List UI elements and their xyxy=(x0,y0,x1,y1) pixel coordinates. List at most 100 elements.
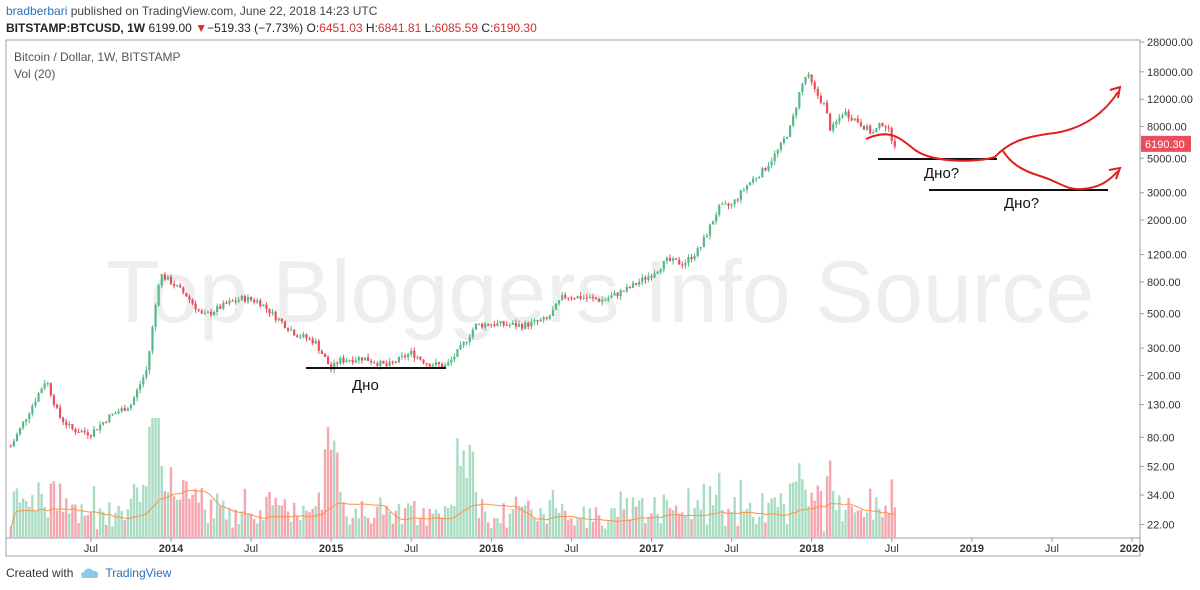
candle xyxy=(68,420,71,429)
high-label: H: xyxy=(365,21,378,35)
x-tick-label: 2020 xyxy=(1120,543,1144,555)
candle-body xyxy=(835,121,838,125)
candle-body xyxy=(484,324,487,328)
candle-body xyxy=(745,185,749,190)
candle xyxy=(693,253,696,262)
volume-bar xyxy=(219,506,222,538)
candle xyxy=(813,80,816,93)
candle-body xyxy=(176,285,179,287)
candle-body xyxy=(379,360,382,366)
candle-body xyxy=(299,337,302,339)
candle xyxy=(853,117,856,122)
candle xyxy=(422,359,425,365)
volume-bar xyxy=(773,497,776,538)
candle xyxy=(434,358,437,367)
volume-bar xyxy=(256,523,259,538)
volume-bar xyxy=(231,527,234,538)
candle xyxy=(521,322,524,332)
candle-body xyxy=(502,321,505,325)
candle-body xyxy=(363,357,367,361)
candle-body xyxy=(320,350,324,354)
candle xyxy=(311,336,314,346)
volume-bar xyxy=(644,523,647,538)
volume-bar xyxy=(533,517,536,538)
candle xyxy=(154,303,157,331)
candle-body xyxy=(693,256,696,260)
volume-bar xyxy=(736,525,739,538)
volume-bar xyxy=(557,512,561,538)
candle-body xyxy=(286,328,290,331)
volume-bar xyxy=(425,525,428,538)
volume-bar xyxy=(225,519,228,538)
candle xyxy=(477,323,481,325)
volume-bar xyxy=(733,496,736,538)
volume-ma-line xyxy=(10,489,895,530)
volume-bar xyxy=(798,463,801,538)
volume-bar xyxy=(376,506,379,538)
candle xyxy=(825,99,829,114)
candle-body xyxy=(34,401,37,406)
x-tick-label: Jul xyxy=(564,543,578,555)
candle-body xyxy=(567,297,570,299)
candle xyxy=(594,296,598,300)
candle xyxy=(105,420,108,424)
volume-bar xyxy=(25,501,28,538)
candle xyxy=(89,434,92,440)
volume-bar xyxy=(761,493,764,538)
volume-bar xyxy=(560,503,564,538)
tradingview-link[interactable]: TradingView xyxy=(79,566,171,580)
candle xyxy=(308,336,311,341)
candle xyxy=(542,315,545,324)
annotation-layer: Дно Дно? Дно? xyxy=(306,85,1122,394)
candle-body xyxy=(604,299,607,301)
volume-bar xyxy=(95,529,99,538)
author-link[interactable]: bradberbari xyxy=(6,4,68,18)
candle xyxy=(271,308,274,316)
candle xyxy=(468,333,471,346)
low-label: L: xyxy=(424,21,435,35)
candle-body xyxy=(631,283,635,288)
y-tick-label: 28000.00 xyxy=(1147,37,1193,49)
y-tick-label: 12000.00 xyxy=(1147,94,1193,106)
volume-bar xyxy=(126,509,130,538)
candle xyxy=(616,291,619,299)
candle-body xyxy=(653,273,656,278)
candle xyxy=(450,356,453,367)
volume-bar xyxy=(21,498,25,538)
candle-body xyxy=(665,257,668,262)
x-tick-label: 2016 xyxy=(479,543,503,555)
candle xyxy=(502,320,505,328)
volume-bar xyxy=(699,509,702,538)
volume-bar xyxy=(12,491,16,538)
candle xyxy=(163,272,166,281)
volume-bar xyxy=(292,502,296,538)
candle-body xyxy=(163,274,166,280)
volume-bar xyxy=(314,506,317,538)
candle xyxy=(203,309,206,315)
y-tick-label: 18000.00 xyxy=(1147,67,1193,79)
candle-body xyxy=(779,142,782,150)
bottom-label-2: Дно? xyxy=(924,165,959,182)
candle-body xyxy=(625,286,628,292)
candle-body xyxy=(792,115,795,126)
candle-body xyxy=(530,321,533,327)
candle-body xyxy=(776,149,779,154)
time-axis: Jul 2014 Jul 2015 Jul 2016 Jul 2017 Jul 2018 Jul 20… xyxy=(84,538,1144,555)
candle xyxy=(739,189,742,204)
candle xyxy=(74,427,77,435)
candle xyxy=(758,175,761,179)
candle xyxy=(742,187,745,192)
candle-body xyxy=(145,370,148,378)
candle-body xyxy=(188,296,191,300)
volume-bar xyxy=(428,508,431,538)
candle-body xyxy=(524,322,527,329)
volume-bar xyxy=(631,497,635,538)
candle xyxy=(46,381,49,387)
candle-body xyxy=(628,286,632,288)
candle-body xyxy=(619,290,622,297)
candle-body xyxy=(80,430,83,433)
candle-body xyxy=(708,224,712,236)
volume-bar xyxy=(597,515,601,538)
candle-body xyxy=(58,407,62,418)
